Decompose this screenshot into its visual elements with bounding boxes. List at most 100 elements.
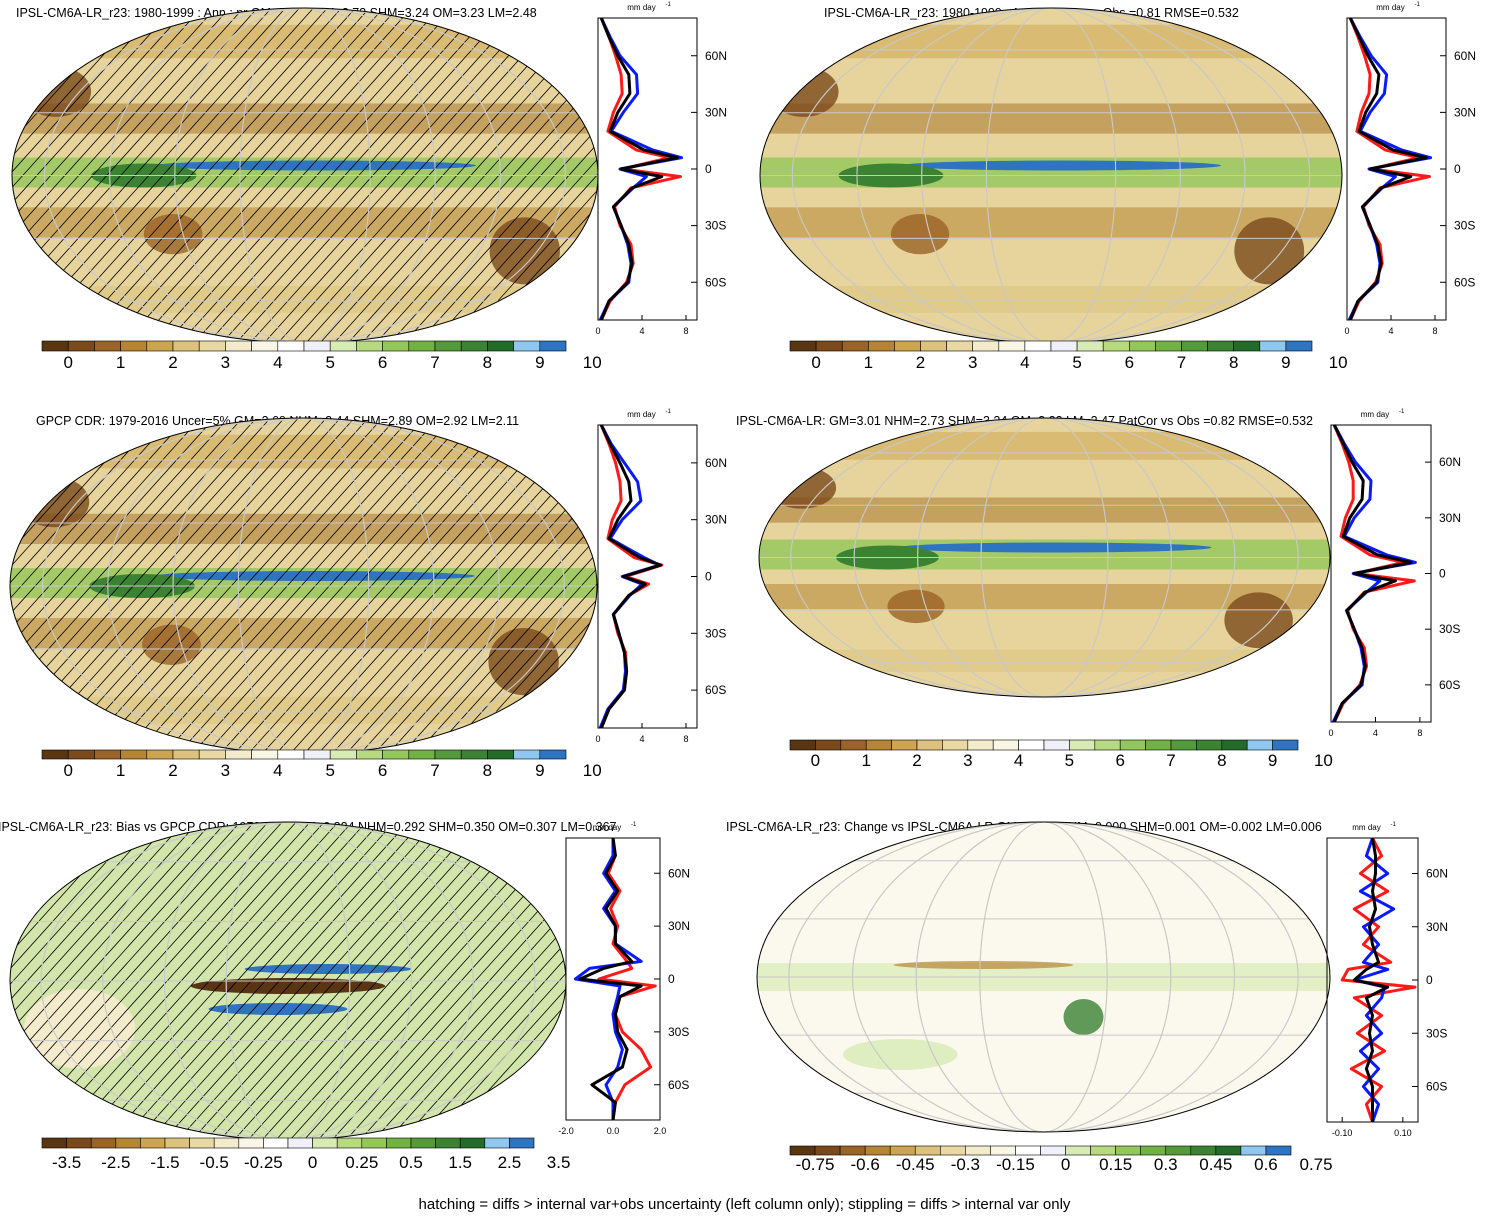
colorbar-tick-label: 1 [861, 751, 870, 770]
colorbar-swatch [487, 340, 514, 352]
colorbar-swatch [509, 1137, 535, 1149]
graticule-lon [109, 8, 501, 343]
profile-frame [1330, 424, 1432, 723]
colorbar-swatch [815, 739, 842, 751]
colorbar-swatch [336, 1137, 363, 1149]
colorbar-swatch [67, 340, 95, 352]
colorbar-tick-label: 5 [1072, 353, 1081, 372]
colorbar-swatch [1145, 739, 1172, 751]
profile-line-black [599, 424, 663, 729]
colorbar-swatch [1190, 1145, 1217, 1156]
colorbar-swatch [1024, 340, 1052, 352]
colorbar-swatch [789, 340, 817, 352]
colorbar-tick-label: -0.75 [796, 1155, 835, 1174]
units-label: mm day [627, 3, 655, 12]
colorbar-swatch [225, 340, 252, 352]
lat-tick-label: 30S [1439, 622, 1460, 636]
colorbar-swatch [189, 1137, 215, 1149]
colorbar-swatch [889, 1145, 916, 1156]
colorbar-swatch [146, 749, 174, 760]
colorbar-swatch [41, 749, 69, 760]
graticule-lon [921, 8, 1181, 343]
colorbar-swatch [789, 739, 816, 751]
colorbar-swatch [1050, 340, 1078, 352]
colorbar-swatch [1090, 1145, 1116, 1156]
graticule-lon [225, 822, 351, 1140]
colorbar-swatch [864, 1145, 891, 1156]
itcz-core [153, 160, 477, 171]
colorbar-tick-label: -0.25 [244, 1153, 283, 1172]
colorbar-swatch [1246, 739, 1273, 751]
hatch-line [12, 8, 160, 343]
colorbar-swatch [120, 749, 148, 760]
colorbar-swatch [361, 1137, 387, 1149]
map-field [759, 418, 1330, 697]
itcz-core [900, 160, 1222, 171]
colorbar-tick-label: -0.45 [896, 1155, 935, 1174]
colorbar-swatch [1040, 1145, 1066, 1156]
x-tick-label: -2.0 [558, 1126, 574, 1136]
colorbar-swatch [1207, 340, 1234, 352]
hatch-line [12, 8, 146, 343]
colorbar-swatch [867, 340, 895, 352]
colorbar-tick-label: 10 [1314, 751, 1333, 770]
lat-tick-label: 60S [1426, 1080, 1447, 1094]
colorbar-tick-label: 1 [116, 761, 125, 780]
colorbar-tick-label: 6 [1125, 353, 1134, 372]
colorbar-tick-label: -3.5 [52, 1153, 81, 1172]
colorbar-swatch [487, 749, 514, 760]
colorbar-swatch [1115, 1145, 1142, 1156]
lat-tick-label: 30S [705, 219, 726, 233]
colorbar-swatch [865, 739, 892, 751]
map-outline [758, 417, 1331, 698]
lat-tick-label: 0 [1439, 567, 1446, 581]
graticule-lon [791, 8, 1311, 343]
colorbar-swatch [67, 749, 95, 760]
colorbar-tick-label: -0.6 [851, 1155, 880, 1174]
profile-line-blue [573, 838, 643, 1120]
lat-tick-label: 60N [668, 866, 690, 880]
units-exponent: -1 [1399, 409, 1405, 415]
dry-band [10, 434, 597, 469]
colorbar-swatch [1094, 739, 1121, 751]
hatch-line [459, 8, 598, 343]
colorbar-swatch [115, 1137, 141, 1149]
colorbar-tick-label: 0.3 [1154, 1155, 1178, 1174]
lat-tick-label: 0 [1426, 973, 1433, 987]
colorbar-tick-label: 0 [811, 353, 820, 372]
colorbar-tick-label: 4 [1020, 353, 1029, 372]
colorbar-swatch [408, 749, 436, 760]
colorbar-swatch [94, 340, 121, 352]
colorbar-swatch [990, 1145, 1016, 1156]
colorbar-swatch [967, 739, 994, 751]
lat-tick-label: 30S [1454, 219, 1475, 233]
colorbar-swatch [1129, 340, 1156, 352]
colorbar-swatch [513, 340, 541, 352]
graticule-lon [239, 8, 371, 343]
profile-frame [597, 424, 698, 729]
profile-line-red [1340, 837, 1417, 1123]
colorbar-tick-label: 0 [811, 751, 820, 770]
colorbar-tick-label: 1 [116, 353, 125, 372]
lat-tick-label: 30S [668, 1025, 689, 1039]
colorbar-tick-label: -2.5 [101, 1153, 130, 1172]
colorbar-tick-label: 0.6 [1254, 1155, 1278, 1174]
colorbar-tick-label: -0.15 [996, 1155, 1035, 1174]
colorbar-tick-label: 8 [483, 761, 492, 780]
colorbar-tick-label: 1 [864, 353, 873, 372]
profile-line-black [1352, 837, 1390, 1122]
colorbar-swatch [94, 749, 121, 760]
profile-line-blue [1331, 424, 1417, 723]
colorbar-swatch [1221, 739, 1248, 751]
colorbar-tick-label: 0 [63, 353, 72, 372]
lat-tick-label: 30N [705, 513, 727, 527]
colorbar-swatch [998, 340, 1026, 352]
colorbar: -0.75 -0.6 -0.45 -0.3 -0.15 0 0.15 0.3 0.45 0.6 0.… [789, 1145, 1333, 1174]
colorbar-swatch [1119, 739, 1146, 751]
colorbar-swatch [894, 340, 921, 352]
chart-panel-3: 60N 30N 0 30S 60S 0 4 8 mm day -1 0 1 2 3 4 5 6 7 8 9 10 [758, 409, 1461, 770]
dry-band [10, 696, 597, 724]
colorbar-swatch [263, 1137, 289, 1149]
